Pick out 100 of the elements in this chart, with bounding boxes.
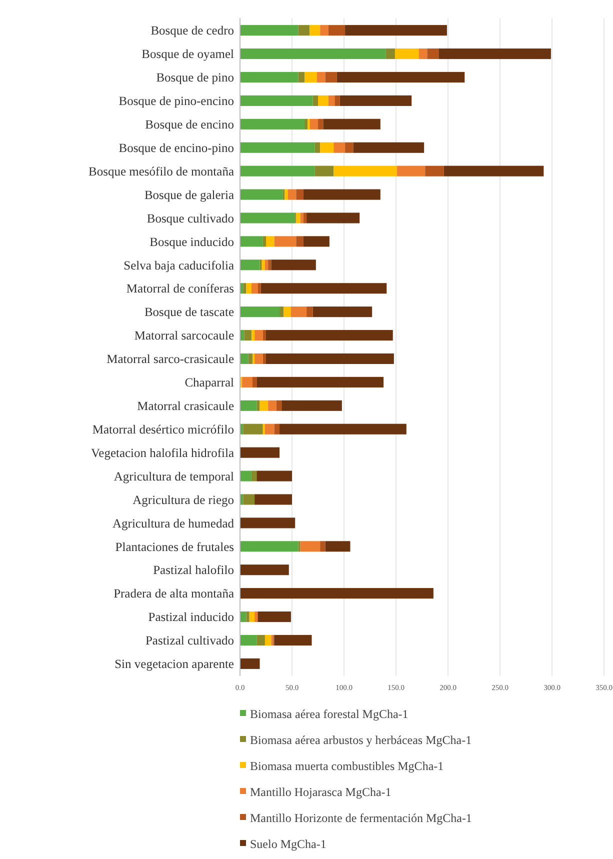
y-tick-label: Matorral sarco-crasicaule: [106, 352, 234, 366]
y-tick-label: Pastizal cultivado: [145, 634, 234, 648]
y-tick-label: Pastizal inducido: [148, 610, 234, 624]
bar: [325, 541, 350, 552]
bar: [240, 306, 280, 318]
bar: [318, 95, 328, 106]
bar: [320, 142, 334, 153]
y-tick-label: Agricultura de temporal: [114, 469, 235, 484]
bar: [244, 330, 252, 341]
bar: [266, 236, 274, 247]
bar: [240, 518, 296, 528]
bar: [268, 260, 272, 270]
bar: [240, 142, 315, 153]
y-tick-label: Vegetacion halofila hidrofila: [91, 446, 234, 460]
bar: [280, 424, 406, 434]
bar: [240, 260, 260, 270]
bar: [256, 376, 384, 388]
bar: [284, 189, 288, 200]
bar: [262, 353, 266, 364]
bar: [240, 118, 304, 130]
bar: [334, 142, 346, 153]
bar: [345, 25, 447, 36]
bar: [304, 118, 308, 130]
bar: [418, 48, 428, 60]
bar: [296, 212, 300, 224]
legend-label: Biomasa muerta combustibles MgCha-1: [250, 759, 444, 774]
bar: [240, 236, 263, 247]
bar: [303, 189, 380, 200]
bar: [444, 166, 544, 176]
legend-label: Biomasa aérea forestal MgCha-1: [250, 707, 408, 722]
y-tick-label: Agricultura de riego: [132, 492, 234, 507]
bar: [264, 424, 274, 434]
legend-label: Suelo MgCha-1: [250, 837, 326, 852]
bar: [251, 470, 257, 482]
bar: [251, 283, 258, 294]
bar: [274, 424, 280, 434]
bar: [256, 470, 292, 482]
bar: [246, 283, 252, 294]
bar: [243, 494, 255, 505]
bar: [240, 353, 248, 364]
bar: [303, 236, 330, 247]
bar: [336, 72, 465, 83]
bar: [271, 260, 316, 270]
legend-label: Mantillo Horizonte de fermentación MgCha-1: [250, 811, 472, 826]
bar: [427, 48, 439, 60]
y-tick-label: Pradera de alta montaña: [114, 586, 234, 601]
bar: [243, 283, 246, 294]
bar: [240, 212, 296, 224]
bar: [254, 330, 263, 341]
bar: [240, 447, 280, 458]
bar: [260, 283, 387, 294]
bar: [254, 611, 258, 622]
bar: [386, 48, 395, 60]
bar: [240, 400, 257, 411]
bar: [296, 189, 304, 200]
y-tick-label: Matorral de coníferas: [126, 282, 234, 296]
legend-label: Biomasa aérea arbustos y herbáceas MgCha-1: [250, 733, 472, 748]
bar: [266, 330, 393, 341]
bar: [268, 400, 276, 411]
y-tick-label: Bosque de encino: [145, 118, 234, 132]
bar: [264, 634, 272, 646]
bar: [249, 611, 255, 622]
y-tick-label: Agricultura de humedad: [112, 516, 235, 530]
bar: [256, 400, 260, 411]
bar: [280, 306, 284, 318]
bar: [254, 494, 292, 505]
bar: [240, 658, 260, 669]
y-tick-label: Sin vegetacion aparente: [114, 657, 234, 672]
bar: [394, 48, 419, 60]
bar: [328, 95, 335, 106]
bar: [300, 212, 304, 224]
bar: [262, 330, 266, 341]
bar: [325, 72, 337, 83]
bar: [306, 212, 360, 224]
bar: [240, 634, 257, 646]
y-tick-label: Matorral crasicaule: [137, 399, 234, 414]
y-tick-label: Matorral sarcocaule: [134, 328, 234, 343]
bar: [276, 400, 282, 411]
bar: [312, 95, 318, 106]
bar: [258, 611, 291, 622]
y-tick-label: Matorral desértico micrófilo: [92, 422, 234, 436]
bar: [397, 166, 426, 176]
bar: [256, 634, 265, 646]
bar: [264, 260, 268, 270]
bar: [298, 72, 304, 83]
bar: [303, 212, 307, 224]
bar: [314, 142, 320, 153]
bar: [266, 353, 394, 364]
legend-label: Mantillo Hojarasca MgCha-1: [250, 785, 392, 800]
y-tick-label: Bosque de pino-encino: [118, 94, 234, 108]
bar: [242, 376, 252, 388]
bar: [438, 48, 551, 60]
bar: [240, 166, 315, 176]
bar: [254, 353, 263, 364]
bar: [340, 95, 412, 106]
y-tick-label: Bosque inducido: [150, 234, 234, 249]
bar: [262, 260, 265, 270]
y-tick-label: Bosque mesófilo de montaña: [88, 164, 234, 178]
bar: [243, 424, 263, 434]
bar: [252, 376, 257, 388]
